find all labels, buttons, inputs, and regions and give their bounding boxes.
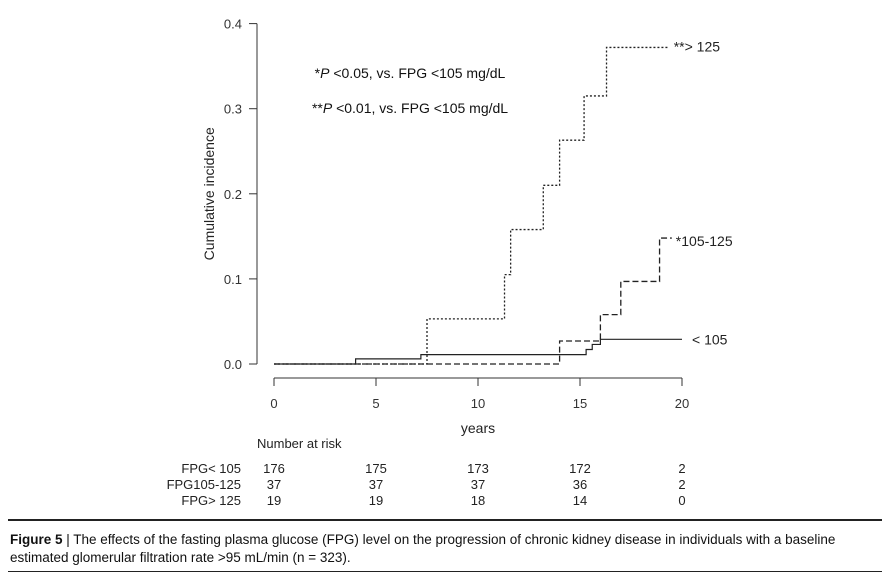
risk-cell-2-2: 18	[471, 493, 485, 508]
y-tick-label-1: 0.1	[224, 272, 242, 287]
y-tick-label-2: 0.2	[224, 187, 242, 202]
y-axis-label: Cumulative incidence	[201, 127, 217, 260]
series-group	[274, 46, 682, 365]
risk-cell-1-1: 37	[369, 477, 383, 492]
risk-cell-2-0: 19	[267, 493, 281, 508]
risk-cell-0-0: 176	[263, 461, 285, 476]
y-tick-label-3: 0.3	[224, 102, 242, 117]
caption-separator: |	[62, 532, 74, 547]
risk-cell-1-2: 37	[471, 477, 485, 492]
caption-bottom-rule	[8, 571, 882, 572]
axes: 0.0 0.1 0.2 0.3 0.4 0 5 10 15 20 years Cumulative i…	[201, 17, 689, 436]
series-label-0: < 105	[692, 331, 728, 347]
annotation-1: **P <0.01, vs. FPG <105 mg/dL	[312, 100, 508, 116]
series-line-0	[274, 338, 682, 365]
risk-table-title: Number at risk	[257, 436, 342, 451]
series-label-2: **> 125	[674, 38, 721, 54]
risk-cell-1-0: 37	[267, 477, 281, 492]
figure-caption: Figure 5 | The effects of the fasting pl…	[10, 531, 880, 567]
risk-cell-0-3: 172	[569, 461, 591, 476]
x-tick-label-1: 5	[372, 396, 379, 411]
risk-cell-2-1: 19	[369, 493, 383, 508]
series-label-1: *105-125	[676, 233, 733, 249]
risk-cell-0-2: 173	[467, 461, 489, 476]
risk-cell-2-3: 14	[573, 493, 587, 508]
figure-label: Figure 5	[10, 532, 63, 547]
risk-cell-0-4: 2	[678, 461, 685, 476]
annotation-0: *P <0.05, vs. FPG <105 mg/dL	[315, 65, 506, 81]
y-tick-label-0: 0.0	[224, 357, 242, 372]
risk-row-label-2: FPG> 125	[181, 493, 241, 508]
x-tick-label-2: 10	[471, 396, 485, 411]
series-line-1	[274, 237, 672, 365]
risk-row-label-1: FPG105-125	[167, 477, 241, 492]
risk-cell-1-4: 2	[678, 477, 685, 492]
x-tick-label-0: 0	[270, 396, 277, 411]
risk-cell-1-3: 36	[573, 477, 587, 492]
y-tick-label-4: 0.4	[224, 17, 242, 32]
caption-top-rule	[8, 519, 882, 521]
series-line-2	[274, 46, 668, 365]
labels-group: < 105 *105-125 **> 125 *P <0.05, vs. FPG <1…	[312, 38, 733, 347]
risk-row-label-0: FPG< 105	[181, 461, 241, 476]
caption-text: The effects of the fasting plasma glucos…	[10, 532, 836, 565]
risk-cell-0-1: 175	[365, 461, 387, 476]
x-axis-label: years	[461, 420, 495, 436]
x-tick-label-4: 20	[675, 396, 689, 411]
risk-table: Number at risk FPG< 105 176 175 173 172 2 FPG10…	[167, 436, 686, 508]
risk-cell-2-4: 0	[678, 493, 685, 508]
x-tick-label-3: 15	[573, 396, 587, 411]
